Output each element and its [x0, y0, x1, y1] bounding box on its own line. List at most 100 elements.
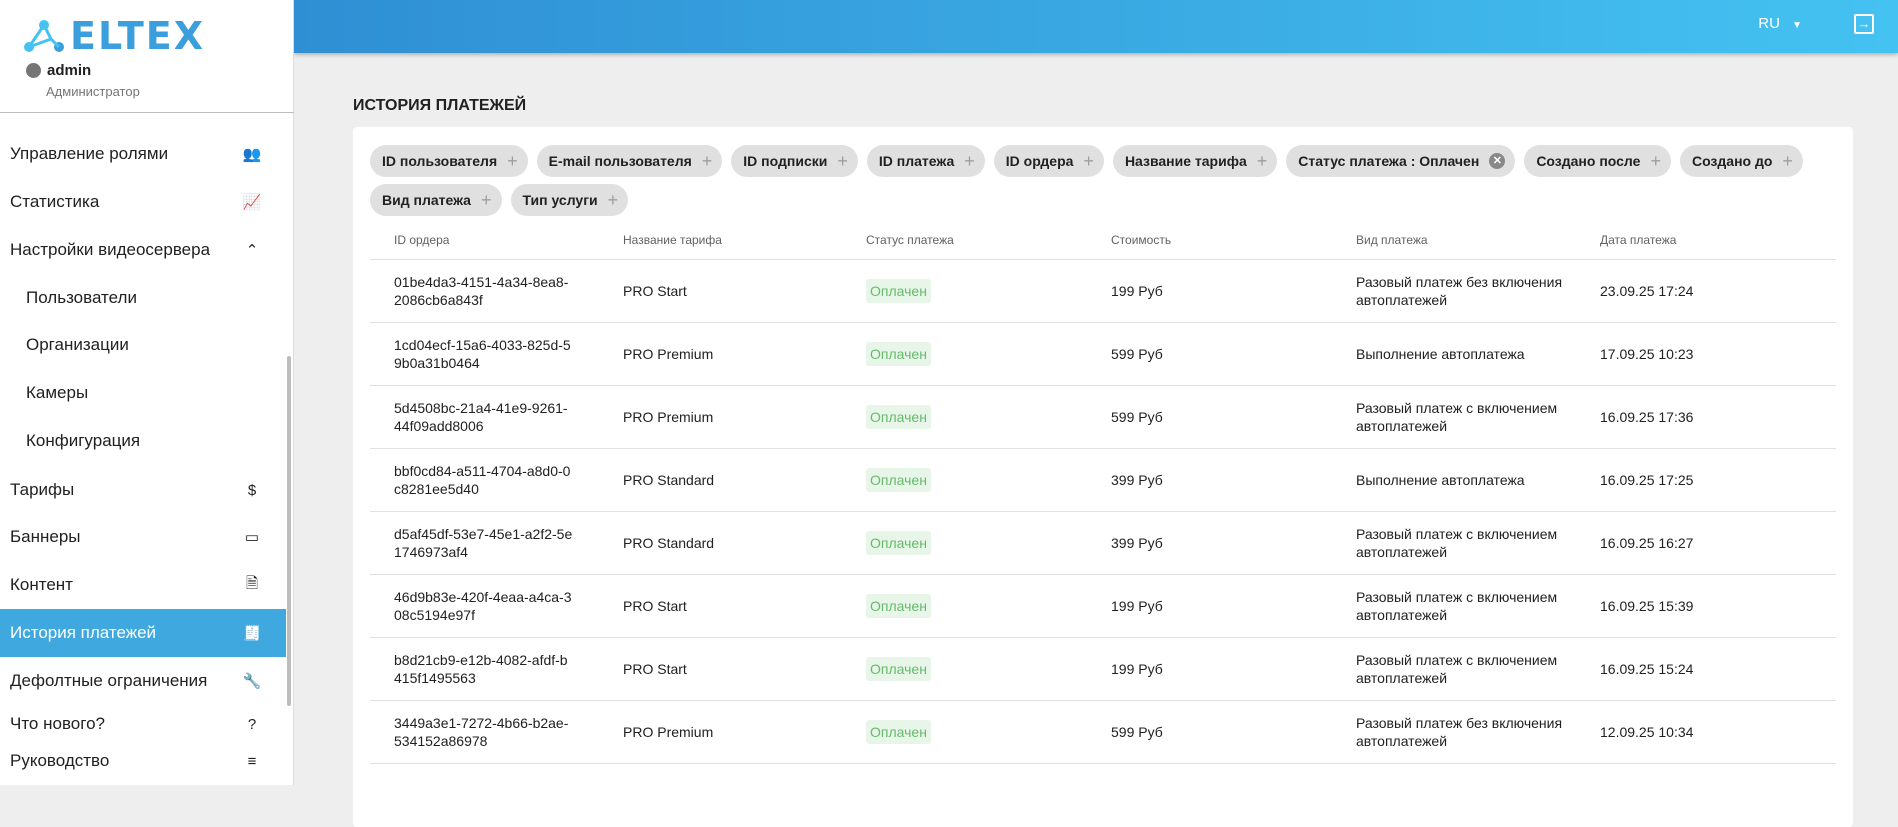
- sidebar-item[interactable]: История платежей 🧾: [0, 609, 286, 657]
- cell-0: 3449a3e1-7272-4b66-b2ae-534152a86978: [394, 715, 569, 749]
- sidebar-item[interactable]: Тарифы $: [0, 466, 286, 514]
- sidebar-item-label: История платежей: [10, 623, 157, 642]
- sidebar-item[interactable]: Пользователи: [0, 274, 286, 322]
- sidebar-item[interactable]: Настройки видеосервера ⌃: [0, 226, 286, 274]
- cell-5: 17.09.25 10:23: [1600, 346, 1694, 362]
- cell-4: Выполнение автоплатежа: [1356, 472, 1525, 488]
- cell-4: Разовый платеж с включением автоплатежей: [1356, 652, 1558, 686]
- table-row[interactable]: d5af45df-53e7-45e1-a2f2-5e1746973af4 PRO …: [370, 512, 1836, 575]
- cell-0: 1cd04ecf-15a6-4033-825d-59b0a31b0464: [394, 337, 571, 371]
- table-row[interactable]: 3449a3e1-7272-4b66-b2ae-534152a86978 PRO …: [370, 701, 1836, 764]
- sidebar-item[interactable]: Что нового??: [0, 704, 286, 744]
- add-filter-icon[interactable]: +: [837, 150, 848, 171]
- cell-1: PRO Premium: [623, 724, 714, 740]
- sidebar-item-label: Организации: [26, 335, 129, 354]
- table-row[interactable]: 46d9b83e-420f-4eaa-a4ca-308c5194e97f PRO …: [370, 575, 1836, 638]
- user-role: Администратор: [46, 84, 140, 99]
- cell-1: PRO Start: [623, 283, 687, 299]
- cell-0: 46d9b83e-420f-4eaa-a4ca-308c5194e97f: [394, 589, 572, 623]
- filter-chip[interactable]: Название тарифа +: [1112, 145, 1278, 177]
- manual-icon: ≡: [247, 752, 257, 770]
- table-row[interactable]: b8d21cb9-e12b-4082-afdf-b415f1495563 PRO …: [370, 638, 1836, 701]
- sidebar-item-label: Тарифы: [10, 480, 75, 499]
- sidebar-item-label: Что нового?: [10, 714, 105, 733]
- add-filter-icon[interactable]: +: [480, 189, 492, 210]
- add-filter-icon[interactable]: +: [1650, 150, 1661, 171]
- sidebar-item[interactable]: Руководство ≡: [0, 741, 286, 781]
- caret-down-icon: ▼: [1792, 20, 1802, 31]
- filter-chip[interactable]: E-mail пользователя +: [536, 145, 723, 177]
- sidebar-item[interactable]: Организации: [0, 321, 286, 369]
- add-filter-icon[interactable]: +: [964, 150, 975, 171]
- add-filter-icon[interactable]: +: [507, 150, 518, 171]
- filter-chip[interactable]: ID ордера +: [993, 145, 1104, 177]
- column-header[interactable]: Статус платежа: [866, 233, 954, 247]
- cell-4: Разовый платеж с включением автоплатежей: [1356, 526, 1558, 560]
- filter-label: ID ордера: [1005, 153, 1074, 169]
- column-header[interactable]: Вид платежа: [1356, 233, 1428, 247]
- cell-1: PRO Start: [623, 598, 687, 614]
- sidebar-item[interactable]: Статистика 📈: [0, 178, 286, 226]
- account-icon: [26, 63, 41, 78]
- sidebar-item[interactable]: Баннеры ▭: [0, 513, 286, 561]
- cell-0: 5d4508bc-21a4-41e9-9261-44f09add8006: [394, 400, 568, 434]
- add-filter-icon[interactable]: +: [1256, 150, 1268, 171]
- filter-chip[interactable]: Тип услуги +: [510, 184, 629, 216]
- add-filter-icon[interactable]: +: [1782, 150, 1793, 171]
- table-row[interactable]: 01be4da3-4151-4a34-8ea8-2086cb6a843f PRO …: [370, 260, 1836, 323]
- cell-0: 01be4da3-4151-4a34-8ea8-2086cb6a843f: [394, 274, 569, 308]
- clear-filter-icon[interactable]: ✕: [1489, 153, 1506, 169]
- logout-icon[interactable]: →: [1854, 14, 1874, 34]
- language-value: RU: [1758, 15, 1780, 32]
- filter-chip[interactable]: Создано после +: [1524, 145, 1671, 177]
- sidebar-item[interactable]: Камеры: [0, 369, 286, 417]
- cell-5: 16.09.25 16:27: [1600, 535, 1694, 551]
- cell-0: bbf0cd84-a511-4704-a8d0-0c8281ee5d40: [394, 463, 571, 497]
- status-badge: Оплачен: [866, 342, 1066, 366]
- filter-label: ID пользователя: [382, 153, 498, 169]
- status-badge-text: Оплачен: [866, 531, 931, 555]
- chevron-up-icon: ⌃: [245, 242, 259, 259]
- status-badge: Оплачен: [866, 405, 1066, 429]
- language-select[interactable]: RU ▼: [1758, 15, 1802, 32]
- column-header[interactable]: ID ордера: [394, 233, 450, 247]
- filter-chip[interactable]: ID подписки +: [731, 145, 858, 177]
- people-icon: 👥: [242, 146, 262, 163]
- sidebar-item[interactable]: Конфигурация: [0, 417, 286, 465]
- sidebar-item-label: Дефолтные ограничения: [10, 671, 208, 690]
- filter-label: ID платежа: [878, 153, 955, 169]
- table-row[interactable]: 1cd04ecf-15a6-4033-825d-59b0a31b0464 PRO …: [370, 323, 1836, 386]
- cell-4: Разовый платеж без включения автоплатеже…: [1356, 715, 1563, 749]
- filter-chip[interactable]: ID пользователя +: [370, 145, 528, 177]
- table-row[interactable]: bbf0cd84-a511-4704-a8d0-0c8281ee5d40 PRO …: [370, 449, 1836, 512]
- cell-5: 16.09.25 17:36: [1600, 409, 1694, 425]
- table-row[interactable]: 5d4508bc-21a4-41e9-9261-44f09add8006 PRO …: [370, 386, 1836, 449]
- divider: [0, 112, 294, 113]
- sidebar-item[interactable]: Управление ролями 👥: [0, 130, 286, 178]
- cell-3: 199 Руб: [1111, 661, 1163, 677]
- sidebar-item-label: Статистика: [10, 192, 100, 211]
- status-badge-text: Оплачен: [866, 720, 931, 744]
- add-filter-icon[interactable]: +: [607, 189, 619, 210]
- column-header[interactable]: Стоимость: [1111, 233, 1172, 247]
- sidebar-item[interactable]: Дефолтные ограничения 🔧: [0, 657, 286, 705]
- filter-chip[interactable]: ID платежа +: [866, 145, 985, 177]
- window-icon: ▭: [244, 529, 260, 546]
- filter-label: Тип услуги: [522, 192, 598, 208]
- cell-1: PRO Standard: [623, 535, 715, 551]
- add-filter-icon[interactable]: +: [1083, 150, 1094, 171]
- filter-chip[interactable]: Статус платежа : Оплачен ✕: [1286, 145, 1516, 177]
- column-header[interactable]: Дата платежа: [1600, 233, 1677, 247]
- cell-0: b8d21cb9-e12b-4082-afdf-b415f1495563: [394, 652, 568, 686]
- sidebar-item-label: Камеры: [26, 383, 89, 402]
- cell-1: PRO Premium: [623, 409, 714, 425]
- sidebar-scrollbar[interactable]: [287, 356, 291, 706]
- cell-5: 23.09.25 17:24: [1600, 283, 1694, 299]
- status-badge-text: Оплачен: [866, 468, 931, 492]
- cell-3: 599 Руб: [1111, 724, 1163, 740]
- column-header[interactable]: Название тарифа: [623, 233, 722, 247]
- add-filter-icon[interactable]: +: [701, 150, 713, 171]
- filter-chip[interactable]: Создано до +: [1679, 145, 1803, 177]
- sidebar-item[interactable]: Контент 🗎: [0, 561, 286, 609]
- filter-chip[interactable]: Вид платежа +: [370, 184, 502, 216]
